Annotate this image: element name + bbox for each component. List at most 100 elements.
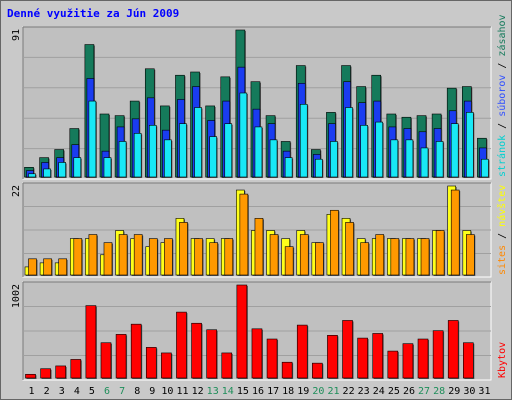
- bar-pages: [133, 133, 142, 178]
- bar-pages: [284, 157, 293, 178]
- bar-kbytes: [130, 323, 142, 379]
- bar-kbytes: [417, 338, 429, 379]
- bar-pages: [43, 168, 51, 178]
- bar-kbytes: [221, 352, 233, 379]
- series-legend-kbytes: Kbytov: [497, 342, 508, 378]
- bar-kbytes: [191, 322, 202, 379]
- bar-pages: [28, 173, 36, 178]
- x-label-day: 14: [222, 386, 234, 397]
- legend-entry: /: [497, 117, 508, 135]
- bar-sites: [299, 234, 309, 276]
- bar-pages: [466, 112, 474, 178]
- bar-sites: [375, 234, 385, 276]
- bar-pages: [73, 157, 82, 178]
- bar-kbytes: [55, 365, 66, 379]
- bar-pages: [179, 123, 187, 178]
- legend-entry: návštev: [496, 185, 508, 227]
- bar-sites: [345, 222, 354, 276]
- x-label-day: 17: [267, 386, 279, 397]
- bar-sites: [103, 242, 113, 276]
- bar-kbytes: [281, 361, 293, 379]
- legend-entry: /: [497, 57, 508, 75]
- bar-pages: [330, 141, 338, 178]
- bar-pages: [420, 147, 429, 178]
- bar-pages: [345, 107, 353, 178]
- bar-sites: [405, 238, 415, 276]
- x-label-day: 20: [312, 386, 324, 397]
- x-label-day: 4: [74, 386, 80, 397]
- bar-kbytes: [85, 305, 97, 379]
- bar-sites: [148, 238, 158, 276]
- x-label-day: 25: [388, 386, 400, 397]
- series-legend-pages-hits-files: stránok / súborov / zásahov: [496, 14, 508, 177]
- y-max-label: 91: [11, 29, 22, 41]
- bar-pages: [239, 92, 248, 178]
- bar-pages: [450, 123, 459, 178]
- x-label-day: 12: [192, 386, 204, 397]
- bar-sites: [435, 230, 445, 276]
- x-label-day: 27: [418, 386, 430, 397]
- bar-kbytes: [236, 284, 248, 379]
- bar-pages: [209, 136, 217, 178]
- bar-sites: [209, 242, 218, 276]
- bar-sites: [224, 238, 234, 276]
- x-label-day: 15: [237, 386, 249, 397]
- bar-pages: [148, 125, 157, 178]
- legend-entry: stránok: [496, 135, 508, 177]
- x-label-day: 29: [448, 386, 460, 397]
- bar-sites: [269, 234, 279, 276]
- bar-pages: [194, 107, 202, 178]
- bar-pages: [164, 139, 172, 178]
- bar-pages: [375, 121, 384, 178]
- y-max-label: 22: [11, 185, 22, 197]
- bar-kbytes: [387, 350, 399, 379]
- bar-pages: [299, 104, 308, 178]
- bar-pages: [405, 139, 414, 178]
- bar-sites: [420, 238, 430, 276]
- x-label-day: 11: [176, 386, 188, 397]
- bar-kbytes: [463, 342, 474, 379]
- bar-pages: [315, 158, 323, 178]
- bar-pages: [118, 141, 127, 178]
- bar-kbytes: [296, 324, 308, 379]
- x-label-day: 16: [252, 386, 264, 397]
- bar-kbytes: [161, 352, 172, 379]
- bar-kbytes: [40, 368, 51, 379]
- legend-entry: /: [497, 227, 508, 245]
- bar-kbytes: [266, 338, 278, 379]
- bar-kbytes: [145, 347, 157, 379]
- bar-kbytes: [372, 333, 384, 379]
- bar-kbytes: [25, 373, 36, 379]
- bar-sites: [133, 234, 143, 276]
- bar-pages: [103, 157, 112, 178]
- bar-sites: [239, 193, 249, 276]
- bar-sites: [330, 209, 339, 276]
- bar-sites: [450, 189, 460, 276]
- bar-kbytes: [402, 343, 414, 379]
- bar-pages: [481, 158, 489, 178]
- x-label-day: 24: [373, 386, 385, 397]
- series-legend-visits-sites: sites / návštev: [496, 185, 508, 275]
- x-label-day: 28: [433, 386, 445, 397]
- bar-kbytes: [357, 337, 368, 379]
- bar-sites: [284, 246, 294, 276]
- legend-entry: sites: [497, 245, 508, 275]
- bar-pages: [88, 100, 97, 178]
- x-label-day: 22: [343, 386, 355, 397]
- bar-pages: [390, 139, 399, 178]
- bar-kbytes: [251, 328, 263, 379]
- bar-pages: [360, 125, 368, 178]
- bar-pages: [269, 139, 278, 178]
- bar-sites: [28, 258, 37, 276]
- x-label-day: 13: [207, 386, 219, 397]
- bar-kbytes: [100, 342, 112, 379]
- x-label-day: 10: [161, 386, 173, 397]
- chart-title: Denné využitie za Jún 2009: [7, 7, 180, 20]
- bar-kbytes: [176, 311, 187, 379]
- bar-sites: [315, 242, 324, 276]
- bar-pages: [58, 162, 66, 178]
- x-label-day: 6: [104, 386, 110, 397]
- bar-pages: [435, 141, 444, 178]
- bar-sites: [254, 218, 264, 276]
